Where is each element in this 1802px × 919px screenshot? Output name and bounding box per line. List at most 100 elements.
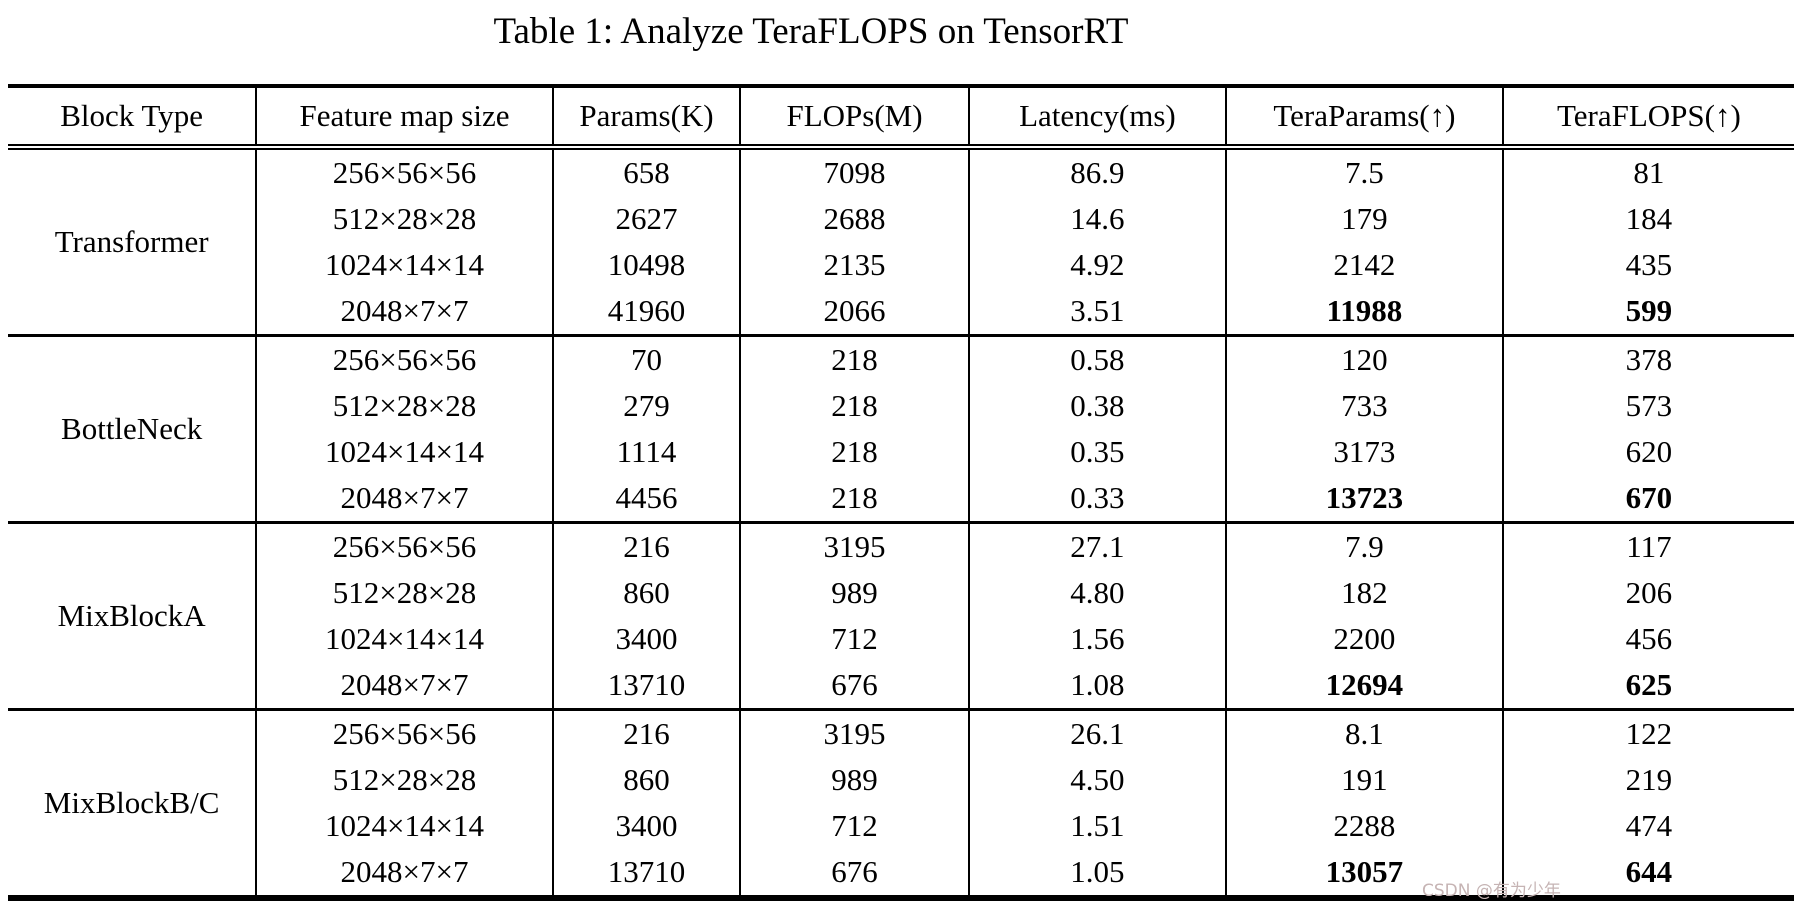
cell: 1.56: [967, 616, 1226, 662]
cell: 733: [1225, 383, 1503, 429]
cell: 86.9: [967, 147, 1226, 196]
cell: 4.50: [967, 757, 1226, 803]
table-row: MixBlockA 256×56×56 216 3195 27.1 7.9 117: [8, 522, 1794, 633]
table-row: 2048×7×7 4456 218 0.33 13723 670: [8, 475, 1794, 523]
cell: 2288: [1225, 803, 1503, 849]
table-row: BottleNeck 256×56×56 70 218 0.58 120 378: [8, 335, 1794, 446]
cell: 7098: [739, 147, 969, 196]
block-transformer: Transformer 256×56×56 658 7098 86.9 7.5 81 512×…: [8, 147, 1794, 336]
cell: 599: [1501, 288, 1794, 336]
cell: 13710: [551, 849, 741, 898]
cell: 658: [551, 147, 741, 196]
cell: 2627: [551, 196, 741, 242]
cell: 81: [1501, 147, 1794, 196]
cell: 2688: [739, 196, 969, 242]
cell: 676: [739, 849, 969, 898]
cell: 219: [1501, 757, 1794, 803]
cell: 13723: [1225, 475, 1503, 523]
cell: 117: [1501, 522, 1794, 570]
cell: 218: [739, 383, 969, 429]
cell: 378: [1501, 335, 1794, 383]
teraflops-table: Block Type Feature map size Params(K) FLOPs…: [8, 84, 1794, 901]
cell: 0.58: [967, 335, 1226, 383]
block-type-cell: Transformer: [54, 224, 209, 259]
table-caption: Table 1: Analyze TeraFLOPS on TensorRT: [0, 0, 1802, 74]
cell: 218: [739, 335, 969, 383]
cell: 435: [1501, 242, 1794, 288]
cell: 1024×14×14: [255, 803, 553, 849]
cell: 3173: [1225, 429, 1503, 475]
cell: 644: [1501, 849, 1794, 898]
cell: 1114: [551, 429, 741, 475]
cell: 256×56×56: [255, 147, 553, 196]
cell: 1024×14×14: [255, 429, 553, 475]
cell: 4456: [551, 475, 741, 523]
cell: 1.05: [967, 849, 1226, 898]
cell: 989: [739, 570, 969, 616]
table-row: 2048×7×7 13710 676 1.08 12694 625: [8, 662, 1794, 710]
column-header: Feature map size: [255, 86, 553, 150]
column-header: TeraFLOPS(↑): [1501, 86, 1794, 150]
cell: 122: [1501, 709, 1794, 757]
cell: 860: [551, 757, 741, 803]
cell: 860: [551, 570, 741, 616]
cell: 0.35: [967, 429, 1226, 475]
cell: 256×56×56: [255, 335, 553, 383]
block-mixblockb-c: MixBlockB/C 256×56×56 216 3195 26.1 8.1 122 512…: [8, 709, 1794, 898]
cell: 8.1: [1225, 709, 1503, 757]
cell: 512×28×28: [255, 757, 553, 803]
watermark: CSDN @有为少年: [1422, 881, 1561, 901]
table-row: 512×28×28 860 989 4.80 182 206: [8, 570, 1794, 616]
cell: 4.80: [967, 570, 1226, 616]
cell: 179: [1225, 196, 1503, 242]
table-row: 2048×7×7 41960 2066 3.51 11988 599: [8, 288, 1794, 336]
table-row: 1024×14×14 3400 712 1.51 2288 474: [8, 803, 1794, 849]
cell: 1.08: [967, 662, 1226, 710]
column-header: Params(K): [551, 86, 741, 150]
cell: 13710: [551, 662, 741, 710]
block-type-cell: MixBlockB/C: [43, 785, 220, 820]
cell: 216: [551, 522, 741, 570]
cell: 2066: [739, 288, 969, 336]
cell: 120: [1225, 335, 1503, 383]
block-type-cell: MixBlockA: [57, 598, 206, 633]
cell: 4.92: [967, 242, 1226, 288]
cell: 474: [1501, 803, 1794, 849]
cell: 70: [551, 335, 741, 383]
cell: 2048×7×7: [255, 662, 553, 710]
cell: 13057: [1225, 849, 1503, 898]
cell: 3400: [551, 803, 741, 849]
column-header: Block Type: [8, 86, 257, 150]
cell: 7.5: [1225, 147, 1503, 196]
cell: 2142: [1225, 242, 1503, 288]
cell: 0.33: [967, 475, 1226, 523]
cell: 2048×7×7: [255, 288, 553, 336]
table-row: 512×28×28 2627 2688 14.6 179 184: [8, 196, 1794, 242]
table-caption-text: Table 1: Analyze TeraFLOPS on TensorRT: [493, 11, 1129, 52]
cell: 256×56×56: [255, 709, 553, 757]
cell: 1024×14×14: [255, 242, 553, 288]
cell: 512×28×28: [255, 196, 553, 242]
cell: 512×28×28: [255, 383, 553, 429]
block-mixblocka: MixBlockA 256×56×56 216 3195 27.1 7.9 117 512×2…: [8, 522, 1794, 710]
table-row: Transformer 256×56×56 658 7098 86.9 7.5 81: [8, 147, 1794, 259]
cell: 3195: [739, 709, 969, 757]
cell: 676: [739, 662, 969, 710]
cell: 2135: [739, 242, 969, 288]
block-bottleneck: BottleNeck 256×56×56 70 218 0.58 120 378 512×28…: [8, 335, 1794, 523]
cell: 3.51: [967, 288, 1226, 336]
table-row: MixBlockB/C 256×56×56 216 3195 26.1 8.1 122: [8, 709, 1794, 820]
cell: 11988: [1225, 288, 1503, 336]
cell: 182: [1225, 570, 1503, 616]
cell: 14.6: [967, 196, 1226, 242]
cell: 10498: [551, 242, 741, 288]
cell: 620: [1501, 429, 1794, 475]
cell: 2048×7×7: [255, 475, 553, 523]
cell: 3400: [551, 616, 741, 662]
cell: 1.51: [967, 803, 1226, 849]
cell: 712: [739, 616, 969, 662]
cell: 573: [1501, 383, 1794, 429]
table-row: 1024×14×14 10498 2135 4.92 2142 435: [8, 242, 1794, 288]
cell: 3195: [739, 522, 969, 570]
